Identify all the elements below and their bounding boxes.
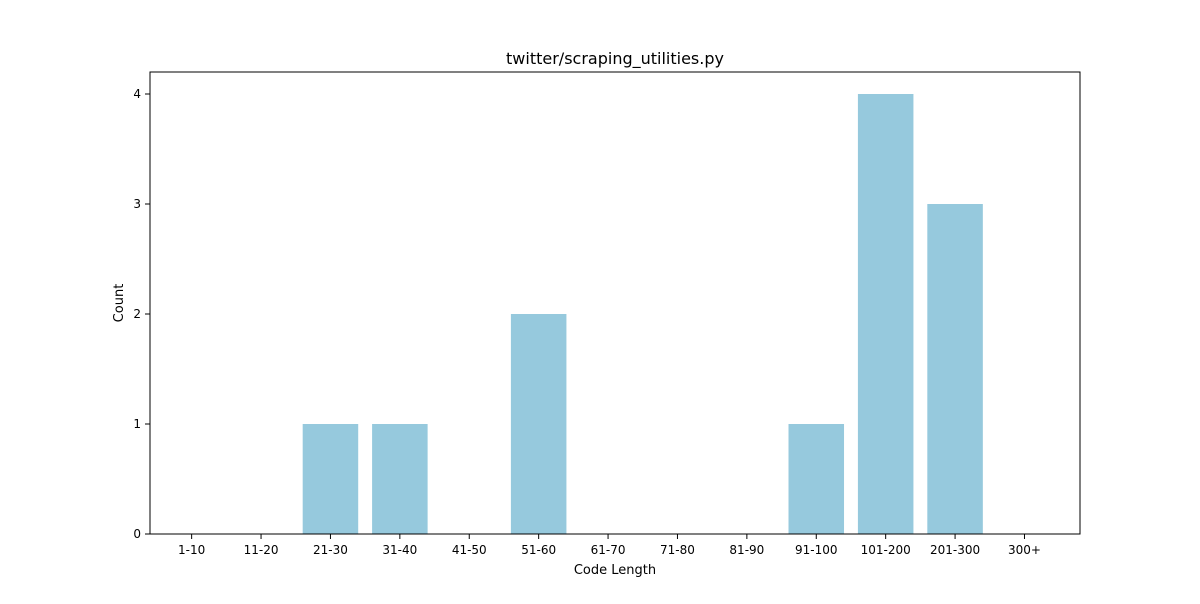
y-axis-label: Count	[112, 284, 127, 323]
x-tick-label: 61-70	[591, 543, 626, 557]
x-axis-label: Code Length	[574, 563, 656, 578]
bar-31-40	[372, 424, 428, 534]
x-tick-label: 11-20	[244, 543, 279, 557]
ticks-layer: 1-10 11-20 21-30 31-40 41-50 51-60 61-70 71-80 8…	[133, 87, 1041, 557]
y-tick-label: 0	[133, 527, 141, 541]
bar-201-300	[927, 204, 983, 534]
y-tick-label: 3	[133, 197, 141, 211]
y-tick-label: 1	[133, 417, 141, 431]
x-tick-label: 21-30	[313, 543, 348, 557]
x-tick-label: 31-40	[382, 543, 417, 557]
x-tick-label: 71-80	[660, 543, 695, 557]
plot-area-frame	[149, 71, 1081, 535]
bar-21-30	[302, 424, 359, 534]
x-tick-label: 91-100	[795, 543, 838, 557]
x-tick-label: 81-90	[729, 543, 764, 557]
x-tick-label: 101-200	[861, 543, 911, 557]
y-tick-label: 4	[133, 87, 141, 101]
chart-title: twitter/scraping_utilities.py	[506, 49, 724, 69]
bar-101-200	[857, 94, 914, 534]
x-tick-label: 41-50	[452, 543, 487, 557]
x-tick-label: 51-60	[521, 543, 556, 557]
bar-91-100	[788, 424, 845, 534]
x-tick-label: 300+	[1008, 543, 1041, 557]
y-tick-label: 2	[133, 307, 141, 321]
bar-51-60	[510, 314, 567, 534]
x-tick-label: 1-10	[178, 543, 205, 557]
bars-layer	[302, 94, 983, 534]
x-tick-label: 201-300	[930, 543, 980, 557]
